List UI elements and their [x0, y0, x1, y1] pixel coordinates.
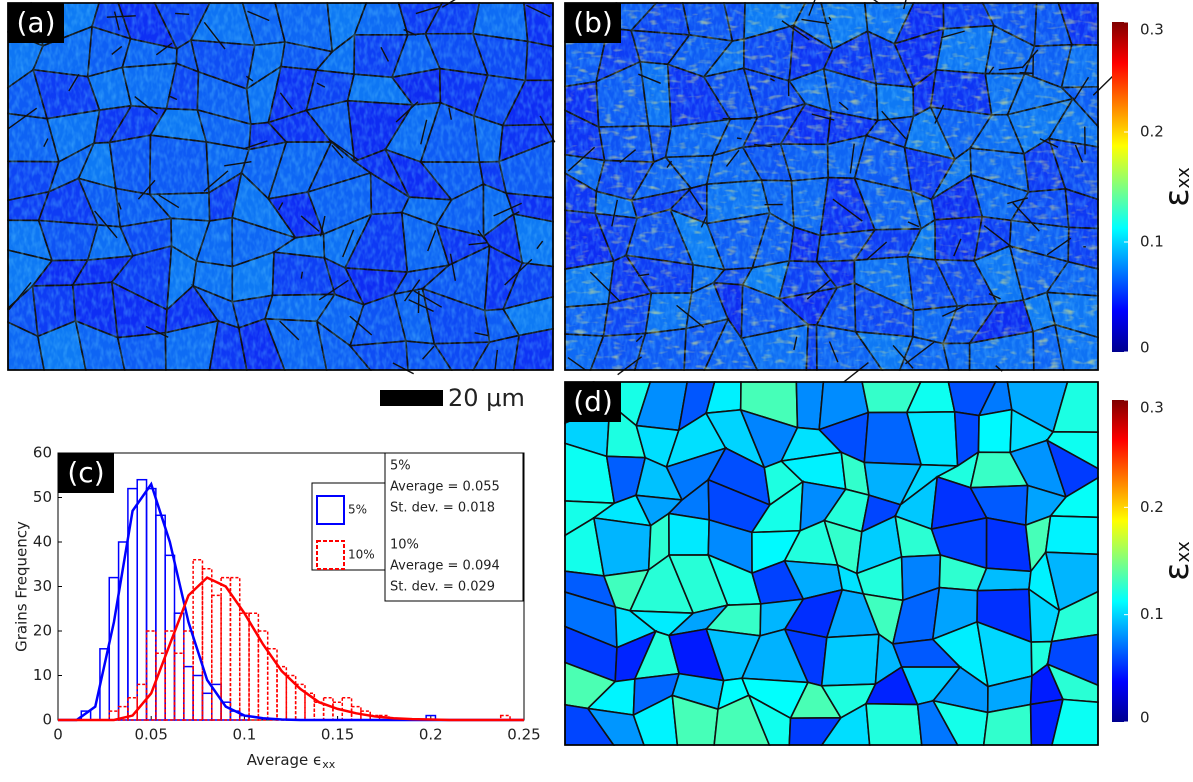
panel-label: (c) — [67, 456, 104, 489]
grain — [978, 410, 1011, 453]
y-tick-label: 20 — [33, 622, 52, 640]
scale-bar — [380, 390, 443, 406]
colorbar-tick-label: 0.1 — [1140, 605, 1164, 623]
colorbar — [1112, 22, 1128, 352]
y-tick-label: 50 — [33, 488, 52, 506]
colorbar-tick-label: 0 — [1140, 339, 1150, 357]
x-axis-label: Average ϵxx — [247, 751, 336, 772]
x-axis-label-sub: xx — [322, 758, 336, 771]
grain — [669, 513, 709, 555]
annotation: Average = 0.055 — [390, 480, 500, 495]
colorbar-label: εxx — [1157, 541, 1193, 581]
colorbar-label-sub: xx — [1173, 541, 1193, 563]
grain-boundary — [1019, 73, 1033, 74]
map-texture — [565, 3, 1098, 370]
strain-map — [565, 382, 1098, 745]
grain — [594, 518, 651, 576]
colorbar-label: εxx — [1157, 167, 1193, 207]
y-tick-label: 0 — [42, 711, 52, 729]
y-tick-label: 60 — [33, 444, 52, 462]
panel-label: (a) — [16, 6, 55, 39]
legend-label: 5% — [348, 503, 367, 517]
x-tick-label: 0.05 — [134, 726, 167, 744]
map-texture — [8, 3, 553, 370]
colorbar — [1112, 400, 1128, 722]
annotation: 10% — [390, 538, 419, 553]
annotation: St. dev. = 0.018 — [390, 501, 495, 516]
y-tick-label: 40 — [33, 533, 52, 551]
grain — [1046, 516, 1098, 554]
x-tick-label: 0 — [53, 726, 63, 744]
legend-label: 10% — [348, 548, 375, 562]
x-tick-label: 0.25 — [507, 726, 540, 744]
colorbar-tick-label: 0 — [1140, 709, 1150, 727]
x-axis-label-main: Average ϵ — [247, 751, 323, 769]
grain-boundary — [737, 138, 742, 139]
x-tick-label: 0.1 — [232, 726, 256, 744]
y-tick-label: 10 — [33, 666, 52, 684]
y-tick-label: 30 — [33, 577, 52, 595]
colorbar-label-symbol: ε — [1157, 562, 1193, 580]
colorbar-tick-label: 0.3 — [1140, 21, 1164, 39]
strain-map — [8, 0, 555, 374]
colorbar-tick-label: 0.3 — [1140, 399, 1164, 417]
annotation: St. dev. = 0.029 — [390, 580, 495, 595]
grain — [866, 704, 922, 745]
colorbar-tick-label: 0.2 — [1140, 498, 1164, 516]
scale-bar-label: 20 μm — [448, 384, 525, 412]
annotation: 5% — [390, 459, 411, 474]
annotation: Average = 0.094 — [390, 559, 500, 574]
grain — [987, 518, 1031, 572]
y-axis-label: Grains Frequency — [13, 521, 31, 652]
colorbar-label-symbol: ε — [1157, 188, 1193, 206]
grain — [822, 634, 879, 686]
colorbar-label-sub: xx — [1173, 167, 1193, 189]
colorbar-tick-label: 0.1 — [1140, 233, 1164, 251]
panel-label: (d) — [573, 385, 613, 418]
colorbar-tick-label: 0.2 — [1140, 123, 1164, 141]
x-tick-label: 0.15 — [321, 726, 354, 744]
x-tick-label: 0.2 — [419, 726, 443, 744]
grain-boundary — [175, 13, 189, 14]
panel-label: (b) — [573, 6, 613, 39]
grain — [977, 568, 1031, 590]
strain-map — [565, 0, 1115, 383]
